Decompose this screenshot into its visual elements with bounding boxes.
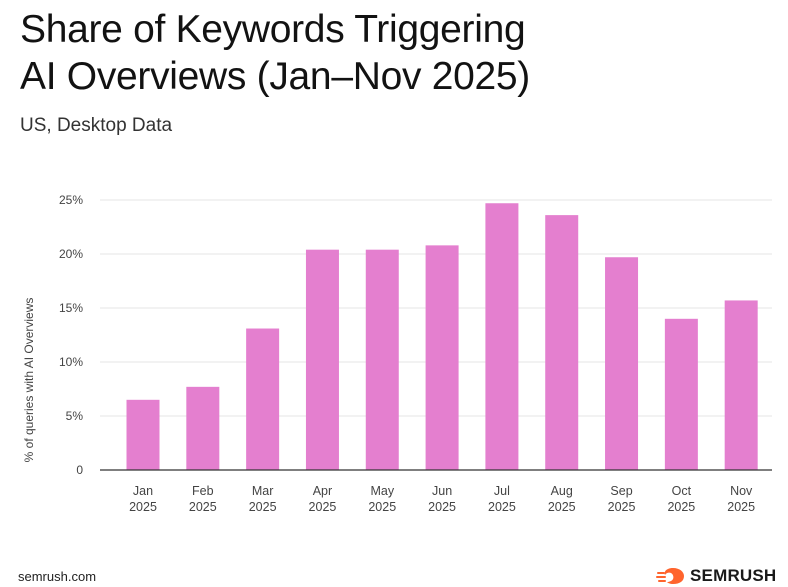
x-tick-label-month: May <box>370 484 394 498</box>
x-tick-label-month: Apr <box>313 484 332 498</box>
x-tick-label-month: Jun <box>432 484 452 498</box>
y-tick-label: 20% <box>59 247 83 261</box>
y-tick-label: 0 <box>76 463 83 477</box>
chart-subtitle: US, Desktop Data <box>20 115 173 136</box>
y-tick-label: 10% <box>59 355 83 369</box>
y-tick-label: 15% <box>59 301 83 315</box>
x-tick-label-month: Jul <box>494 484 510 498</box>
x-tick-label-year: 2025 <box>309 500 337 514</box>
bar-jun[interactable] <box>425 245 459 470</box>
x-tick-label-year: 2025 <box>488 500 516 514</box>
x-tick-label-year: 2025 <box>548 500 576 514</box>
x-tick-label-year: 2025 <box>667 500 695 514</box>
y-axis-title: % of queries with AI Overviews <box>22 298 36 463</box>
bar-oct[interactable] <box>664 318 698 470</box>
bar-sep[interactable] <box>605 257 639 470</box>
x-tick-label-month: Sep <box>610 484 632 498</box>
source-link[interactable]: semrush.com <box>18 569 97 584</box>
x-tick-label-year: 2025 <box>727 500 755 514</box>
x-tick-label-year: 2025 <box>608 500 636 514</box>
y-tick-label: 5% <box>66 409 84 423</box>
bar-apr[interactable] <box>305 249 339 470</box>
bar-may[interactable] <box>365 249 399 470</box>
bar-mar[interactable] <box>246 328 280 470</box>
semrush-logo: SEMRUSH <box>656 566 776 586</box>
x-tick-label-year: 2025 <box>368 500 396 514</box>
x-tick-label-year: 2025 <box>189 500 217 514</box>
brand-name: SEMRUSH <box>690 566 777 585</box>
x-tick-label-month: Aug <box>551 484 573 498</box>
x-tick-label-month: Mar <box>252 484 274 498</box>
x-tick-label-year: 2025 <box>428 500 456 514</box>
bar-jan[interactable] <box>126 399 160 470</box>
x-tick-label-month: Oct <box>672 484 692 498</box>
y-tick-label: 25% <box>59 193 83 207</box>
semrush-flame-icon <box>656 568 684 584</box>
x-tick-label-month: Nov <box>730 484 753 498</box>
chart-title: Share of Keywords Triggering AI Overview… <box>20 8 530 98</box>
bar-feb[interactable] <box>186 386 220 470</box>
bar-chart: 0 5% 10% 15% 20% 25% % of queries with AI Over… <box>22 193 772 514</box>
bar-jul[interactable] <box>485 203 519 471</box>
bar-aug[interactable] <box>545 215 579 470</box>
x-tick-label-month: Feb <box>192 484 214 498</box>
x-tick-label-year: 2025 <box>129 500 157 514</box>
bar-nov[interactable] <box>724 300 758 470</box>
x-tick-label-month: Jan <box>133 484 153 498</box>
x-tick-label-year: 2025 <box>249 500 277 514</box>
